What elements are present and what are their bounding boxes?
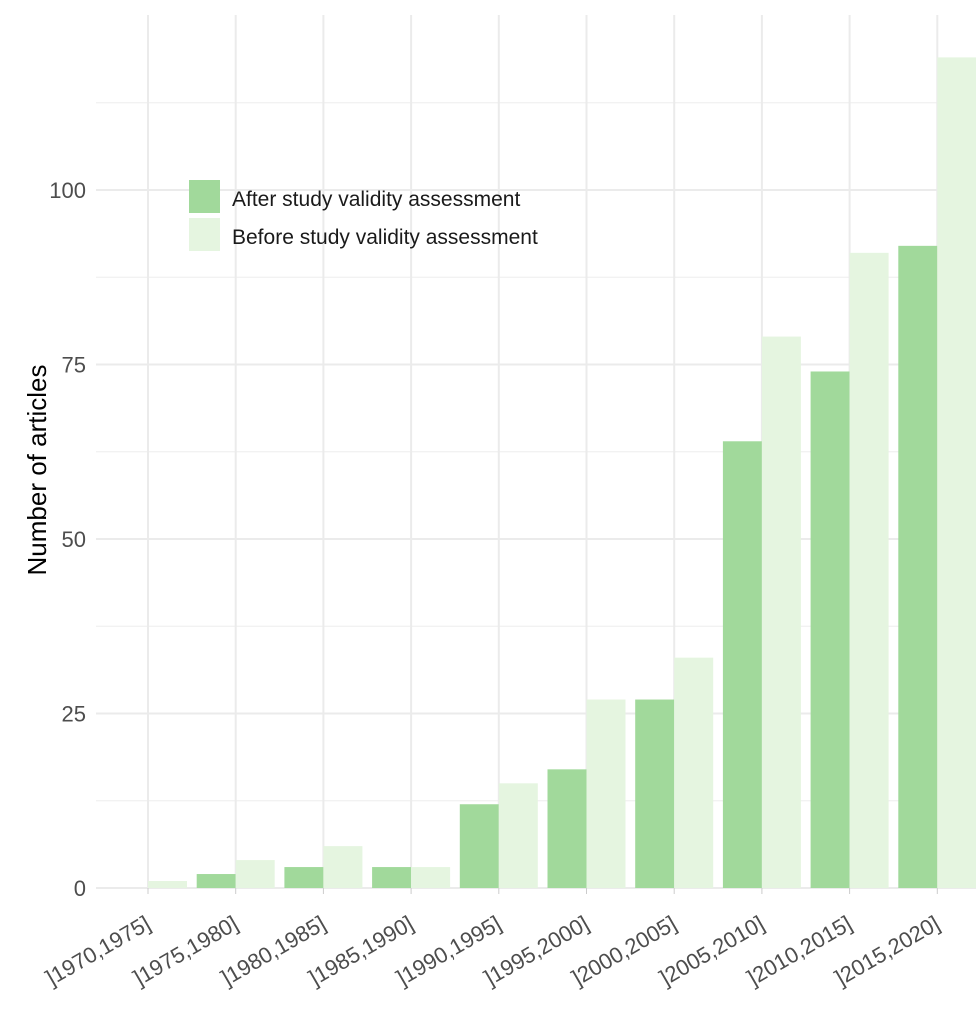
bar-after-5 [547, 769, 587, 888]
y-tick-label: 0 [74, 876, 86, 901]
y-tick-label: 75 [62, 353, 86, 378]
bar-after-1 [196, 874, 236, 888]
bar-before-4 [498, 783, 538, 888]
bar-before-3 [411, 867, 451, 888]
bar-before-5 [586, 699, 626, 888]
bar-after-4 [459, 804, 499, 888]
legend-label-before: Before study validity assessment [232, 226, 538, 249]
x-axis-ticks: ]1970,1975]]1975,1980]]1980,1985]]1985,1… [41, 888, 944, 990]
bar-after-9 [898, 245, 938, 889]
legend-label-after: After study validity assessment [232, 188, 520, 211]
bar-after-3 [372, 867, 412, 888]
bars [148, 57, 976, 889]
y-tick-label: 25 [62, 702, 86, 727]
bar-after-8 [810, 371, 850, 889]
bar-before-9 [937, 57, 976, 888]
bar-after-2 [284, 867, 324, 888]
y-tick-label: 50 [62, 527, 86, 552]
bar-before-1 [235, 860, 275, 888]
y-tick-label: 100 [49, 178, 86, 203]
bar-before-7 [761, 336, 801, 889]
y-axis-ticks: 0 25 50 75 100 [49, 178, 86, 901]
y-axis-label: Number of articles [22, 365, 52, 576]
bar-before-0 [148, 881, 187, 888]
legend: After study validity assessment Before s… [189, 180, 538, 251]
bar-before-6 [674, 657, 714, 888]
bar-before-2 [323, 846, 363, 888]
bar-before-8 [849, 252, 889, 888]
legend-swatch-after [189, 180, 220, 213]
bar-after-6 [635, 699, 675, 888]
legend-swatch-before [189, 218, 220, 251]
bar-after-7 [722, 441, 762, 888]
